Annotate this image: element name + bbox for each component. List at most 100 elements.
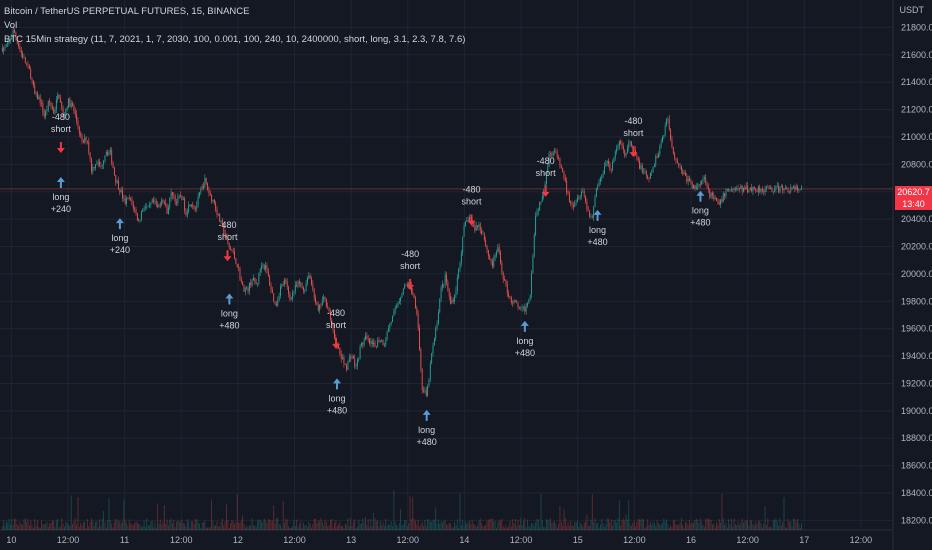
volume-bar bbox=[51, 520, 53, 530]
candle-body bbox=[189, 204, 191, 207]
candle-body bbox=[166, 204, 168, 214]
volume-bar bbox=[366, 524, 368, 530]
candle-body bbox=[747, 186, 749, 193]
candle-body bbox=[46, 109, 48, 111]
volume-bar bbox=[753, 525, 755, 530]
volume-indicator-label[interactable]: Vol bbox=[4, 20, 18, 31]
candle-body bbox=[31, 78, 33, 81]
price-axis[interactable]: 18200.0 18400.0 18600.0 18800.0 19000.0 19200… bbox=[901, 22, 932, 525]
volume-bar bbox=[579, 522, 581, 530]
volume-bar bbox=[512, 519, 514, 530]
long-signal: long +480 bbox=[587, 209, 608, 247]
volume-bar bbox=[481, 523, 483, 530]
candle-body bbox=[216, 209, 218, 215]
candle-body bbox=[158, 204, 160, 208]
volume-bar bbox=[409, 495, 411, 530]
candle-body bbox=[163, 202, 165, 203]
candle-body bbox=[443, 284, 445, 285]
volume-bar bbox=[293, 519, 295, 530]
volume-bar bbox=[423, 526, 425, 530]
volume-bar bbox=[455, 525, 457, 530]
volume-bar bbox=[140, 527, 142, 530]
candle-body bbox=[724, 193, 726, 197]
long-signal: long +240 bbox=[110, 218, 130, 255]
volume-bar bbox=[771, 527, 773, 530]
signal-label: long bbox=[516, 336, 533, 346]
volume-bar bbox=[483, 525, 485, 530]
volume-bar bbox=[235, 522, 237, 530]
candle-body bbox=[358, 358, 360, 360]
candle-body bbox=[248, 282, 250, 292]
candle-body bbox=[205, 177, 207, 184]
time-tick-label: 12:00 bbox=[736, 535, 759, 545]
candle-body bbox=[612, 162, 614, 171]
volume-bar bbox=[728, 519, 730, 530]
volume-bar bbox=[505, 525, 507, 530]
candle-body bbox=[181, 195, 183, 200]
candle-body bbox=[656, 156, 658, 158]
candle-body bbox=[586, 201, 588, 210]
volume-bar bbox=[437, 519, 439, 530]
volume-bar bbox=[100, 526, 102, 530]
volume-bar bbox=[618, 500, 620, 530]
volume-bar bbox=[536, 519, 538, 530]
candle-body bbox=[397, 303, 399, 307]
candle-body bbox=[460, 252, 462, 264]
volume-bar bbox=[574, 521, 576, 530]
arrow-down-icon bbox=[467, 220, 476, 226]
volume-bar bbox=[494, 520, 496, 530]
candle-body bbox=[616, 148, 618, 152]
candle-body bbox=[24, 57, 26, 64]
symbol-title[interactable]: Bitcoin / TetherUS PERPETUAL FUTURES, 15… bbox=[4, 6, 250, 17]
candle-body bbox=[208, 189, 210, 194]
volume-bar bbox=[135, 522, 137, 530]
candle-body bbox=[640, 165, 642, 169]
volume-bar bbox=[689, 520, 690, 530]
volume-bar bbox=[755, 521, 757, 530]
volume-bar bbox=[405, 519, 407, 530]
volume-bar bbox=[442, 522, 443, 530]
strategy-label[interactable]: BTC 15Min strategy (11, 7, 2021, 1, 7, 2… bbox=[4, 34, 466, 45]
arrow-down-icon bbox=[332, 343, 341, 349]
volume-bar bbox=[316, 523, 318, 530]
volume-bar bbox=[393, 490, 395, 530]
volume-bar bbox=[331, 518, 333, 530]
candle-body bbox=[382, 340, 384, 346]
volume-bar bbox=[797, 518, 798, 530]
candle-body bbox=[689, 178, 690, 182]
volume-bar bbox=[47, 526, 49, 530]
candle-body bbox=[508, 293, 510, 297]
volume-bar bbox=[296, 519, 298, 530]
volume-bar bbox=[440, 521, 442, 530]
price-tick-label: 19200.0 bbox=[901, 378, 932, 388]
volume-bar bbox=[356, 526, 358, 530]
signal-label: +480 bbox=[587, 237, 607, 247]
volume-bar bbox=[22, 524, 24, 530]
candle-body bbox=[649, 172, 651, 179]
candle-body bbox=[725, 190, 727, 197]
candle-body bbox=[197, 196, 199, 205]
candle-body bbox=[469, 217, 470, 221]
volume-bar bbox=[493, 521, 495, 530]
volume-bar bbox=[645, 526, 647, 530]
volume-bar bbox=[486, 520, 488, 530]
candle-body bbox=[178, 195, 180, 198]
candle-body bbox=[564, 178, 566, 181]
volume-bar bbox=[774, 519, 776, 530]
candle-body bbox=[439, 298, 441, 313]
volume-bar bbox=[415, 520, 416, 530]
volume-bar bbox=[554, 521, 555, 530]
arrow-up-icon bbox=[115, 218, 124, 224]
volume-bar bbox=[578, 526, 580, 530]
long-signal: long +480 bbox=[515, 320, 535, 358]
time-axis[interactable]: 10 12:00 11 12:00 12 12:00 13 12:00 14 12:00 15 12:… bbox=[6, 535, 872, 545]
volume-bar bbox=[288, 526, 290, 530]
volume-bar bbox=[693, 522, 695, 530]
volume-bar bbox=[375, 521, 377, 530]
volume-bar bbox=[516, 526, 518, 530]
candle-body bbox=[707, 187, 709, 190]
volume-bar bbox=[671, 527, 673, 530]
candle-body bbox=[177, 197, 179, 204]
volume-bar bbox=[205, 527, 207, 530]
